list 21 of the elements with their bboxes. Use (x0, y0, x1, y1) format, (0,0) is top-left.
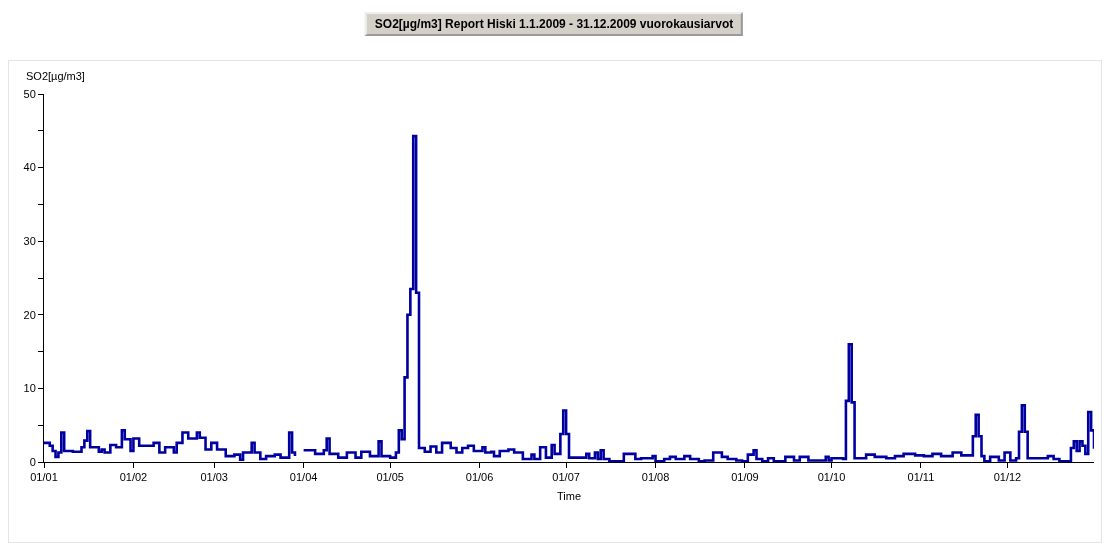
x-tick-label: 01/01 (30, 471, 58, 484)
x-tick-label: 01/02 (119, 471, 148, 484)
x-tick-label: 01/04 (289, 471, 318, 484)
x-tick-label: 01/10 (817, 471, 846, 484)
y-tick-label: 10 (23, 382, 36, 395)
x-tick-label: 01/03 (200, 471, 228, 484)
y-tick-label: 0 (29, 455, 36, 468)
x-tick-label: 01/12 (993, 471, 1022, 484)
y-axis-title: SO2[µg/m3] (26, 70, 85, 82)
y-tick-label: 40 (23, 161, 36, 174)
x-tick-label: 01/06 (465, 471, 494, 484)
chart-title: SO2[µg/m3] Report Hiski 1.1.2009 - 31.12.2009 vuorokausiarvot (364, 12, 744, 36)
x-tick-label: 01/11 (907, 471, 935, 484)
y-tick-label: 50 (23, 87, 36, 100)
x-tick-label: 01/05 (376, 471, 404, 484)
x-tick-label: 01/08 (641, 471, 670, 484)
y-tick-label: 30 (23, 235, 36, 248)
x-tick-label: 01/07 (552, 471, 580, 484)
x-tick-label: 01/09 (731, 471, 759, 484)
x-axis-title: Time (556, 490, 582, 503)
y-tick-label: 20 (23, 308, 36, 321)
